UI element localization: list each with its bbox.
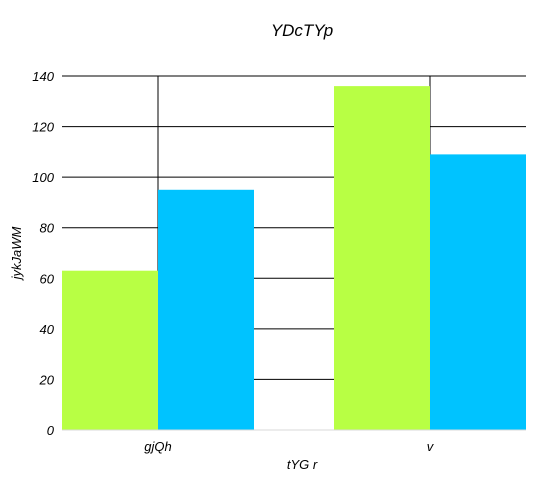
bar-v-series-1 — [334, 86, 430, 430]
chart-title: YDcTYp — [271, 21, 333, 40]
x-tick-label: v — [427, 439, 435, 454]
y-tick-label: 100 — [32, 170, 54, 185]
x-tick-labels: gjQh v — [144, 439, 434, 454]
y-tick-label: 120 — [32, 120, 54, 135]
y-tick-label: 0 — [47, 423, 55, 438]
y-tick-label: 40 — [40, 322, 55, 337]
bars — [62, 86, 526, 430]
x-tick-label: gjQh — [144, 439, 171, 454]
bar-gjQh-series-2 — [158, 189, 254, 430]
y-tick-label: 80 — [40, 221, 55, 236]
y-tick-label: 140 — [32, 69, 54, 84]
y-axis-label: jykJaWM — [9, 226, 24, 281]
bar-gjQh-series-1 — [62, 270, 158, 430]
bar-v-series-2 — [430, 154, 526, 430]
y-tick-label: 20 — [39, 372, 55, 387]
x-axis-label: tYG r — [287, 457, 318, 472]
y-tick-label: 60 — [40, 271, 55, 286]
y-tick-labels: 0 20 40 60 80 100 120 140 — [32, 69, 54, 438]
